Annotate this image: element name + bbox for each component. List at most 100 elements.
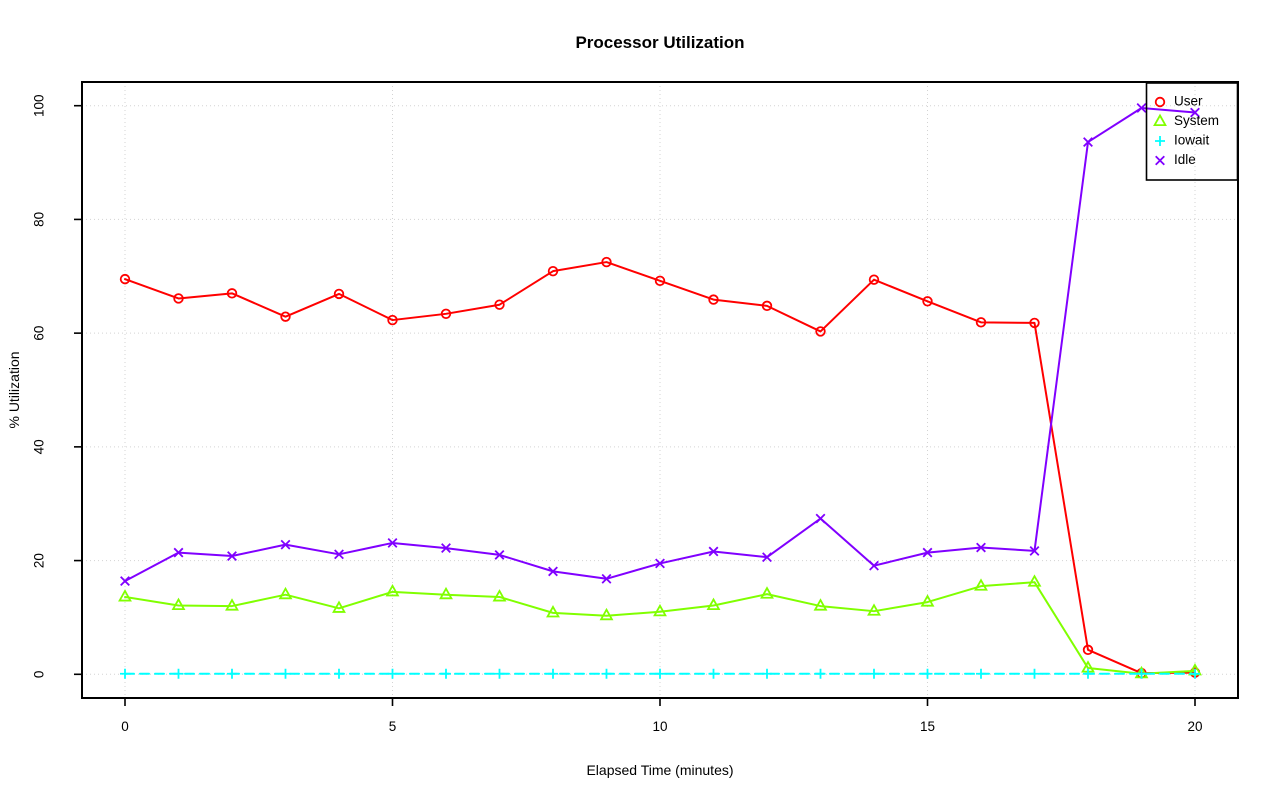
x-tick-label: 15 [920,719,935,734]
x-marker-idle [655,558,665,569]
circle-marker-user [547,265,559,277]
circle-marker-user [815,326,826,337]
plus-marker-iowait [120,668,130,679]
legend-triangle-marker [1153,113,1167,126]
x-marker-idle [548,566,558,577]
circle-marker-user [494,299,505,310]
series-line-user [124,261,1196,675]
circle-marker-user [708,294,719,305]
plus-marker-iowait [1083,668,1093,679]
x-marker-idle [815,513,826,524]
plus-marker-iowait [494,668,505,679]
triangle-marker-system [653,603,667,617]
circle-marker-user [654,275,666,287]
plus-marker-iowait [334,668,344,679]
plus-marker-iowait [815,668,826,679]
x-marker-idle [334,549,344,560]
triangle-marker-system [439,586,453,600]
x-marker-idle [227,551,237,561]
y-tick-label: 100 [32,94,47,117]
x-marker-idle [976,542,986,553]
triangle-marker-system [492,589,507,602]
x-marker-idle [173,547,184,558]
plus-marker-iowait [548,668,558,679]
triangle-marker-system [1027,574,1042,587]
x-marker-idle [869,560,879,571]
triangle-marker-system [920,594,935,607]
legend-label-idle: Idle [1174,152,1196,167]
series-line-system [124,581,1196,675]
plus-marker-iowait [1029,668,1040,679]
plus-marker-iowait [1190,668,1200,679]
circle-marker-user [601,256,612,268]
x-marker-idle [280,539,291,550]
plus-marker-iowait [173,668,184,679]
x-marker-idle [441,543,451,554]
x-marker-idle [1029,545,1040,556]
circle-marker-user [387,314,398,326]
triangle-marker-system [118,589,132,602]
triangle-marker-system [385,584,400,597]
triangle-marker-system [546,605,560,618]
circle-marker-user [173,293,184,304]
y-tick-label: 20 [32,553,47,568]
triangle-marker-system [332,600,346,613]
triangle-marker-system [867,603,881,616]
circle-marker-user [868,274,880,285]
plus-marker-iowait [387,668,398,679]
y-tick-label: 0 [32,671,47,679]
circle-marker-user [119,273,131,285]
triangle-marker-system [171,597,186,610]
triangle-marker-system [599,607,614,621]
x-tick-label: 0 [121,719,129,734]
legend-circle-marker [1154,96,1166,108]
plus-marker-iowait [601,668,612,679]
triangle-marker-system [706,597,721,610]
x-marker-idle [387,538,398,548]
y-tick-label: 80 [32,212,47,227]
x-marker-idle [1190,107,1200,118]
plus-marker-iowait [869,668,879,679]
legend-label-system: System [1174,113,1219,128]
triangle-marker-system [760,586,774,599]
y-tick-label: 40 [32,439,47,454]
x-marker-idle [922,547,933,558]
circle-marker-user [333,288,345,300]
x-marker-idle [494,549,505,560]
x-tick-label: 10 [652,719,667,734]
circle-marker-user [922,296,933,307]
legend-x-marker [1155,155,1165,166]
plus-marker-iowait [1136,668,1147,679]
x-marker-idle [601,573,612,584]
chart-title: Processor Utilization [575,33,745,52]
x-marker-idle [708,546,719,557]
triangle-marker-system [225,598,239,611]
plus-marker-iowait [762,668,772,679]
circle-marker-user [226,288,238,299]
circle-marker-user [280,311,291,322]
triangle-marker-system [974,578,988,591]
triangle-marker-system [813,598,828,611]
circle-marker-user [440,308,452,320]
x-axis-label: Elapsed Time (minutes) [586,762,734,778]
plus-marker-iowait [227,668,237,679]
plus-marker-iowait [280,668,291,679]
circle-marker-user [1029,317,1040,329]
circle-marker-user [975,317,987,328]
plus-marker-iowait [655,668,665,679]
legend-label-user: User [1174,94,1203,109]
legend-label-iowait: Iowait [1174,133,1210,148]
plot-border [81,81,1239,699]
plus-marker-iowait [441,668,451,679]
circle-marker-user [1082,644,1094,656]
x-tick-label: 5 [389,719,397,734]
circle-marker-user [761,300,773,312]
x-marker-idle [1083,137,1093,148]
plus-marker-iowait [976,668,986,679]
triangle-marker-system [278,586,293,600]
x-marker-idle [762,552,772,563]
plus-marker-iowait [708,668,719,679]
legend-plus-marker [1155,136,1165,146]
